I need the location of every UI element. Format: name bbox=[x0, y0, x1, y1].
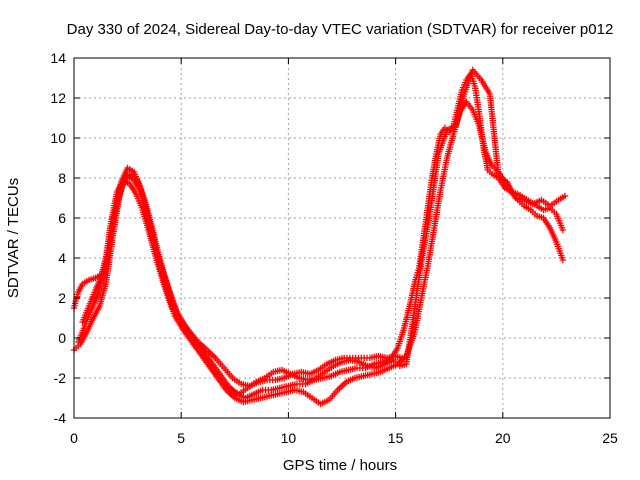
x-tick-label: 0 bbox=[70, 430, 78, 446]
y-tick-label: 10 bbox=[50, 130, 66, 146]
series-track-d bbox=[79, 66, 569, 398]
y-tick-label: 0 bbox=[58, 330, 66, 346]
y-tick-label: -4 bbox=[54, 410, 67, 426]
x-axis-label: GPS time / hours bbox=[283, 457, 397, 474]
x-tick-label: 10 bbox=[281, 430, 297, 446]
y-tick-label: 8 bbox=[58, 170, 66, 186]
y-axis-label: SDTVAR / TECUs bbox=[5, 178, 22, 298]
x-tick-label: 5 bbox=[177, 430, 185, 446]
grid-lines bbox=[74, 58, 610, 418]
chart-title: Day 330 of 2024, Sidereal Day-to-day VTE… bbox=[67, 21, 614, 38]
data-points bbox=[70, 66, 569, 408]
y-tick-label: 2 bbox=[58, 290, 66, 306]
y-tick-label: 6 bbox=[58, 210, 66, 226]
data-point bbox=[559, 256, 567, 264]
data-point bbox=[559, 226, 567, 234]
y-tick-label: -2 bbox=[54, 370, 67, 386]
plot-frame bbox=[73, 57, 611, 419]
x-tick-label: 20 bbox=[495, 430, 511, 446]
x-tick-label: 15 bbox=[388, 430, 404, 446]
y-tick-label: 12 bbox=[50, 90, 66, 106]
data-point bbox=[561, 192, 569, 200]
y-tick-label: 4 bbox=[58, 250, 66, 266]
x-tick-label: 25 bbox=[602, 430, 618, 446]
y-tick-label: 14 bbox=[50, 50, 66, 66]
axes-ticks: 0 5 10 15 20 25 -4 -2 0 2 4 6 8 10 12 14 bbox=[50, 50, 618, 446]
